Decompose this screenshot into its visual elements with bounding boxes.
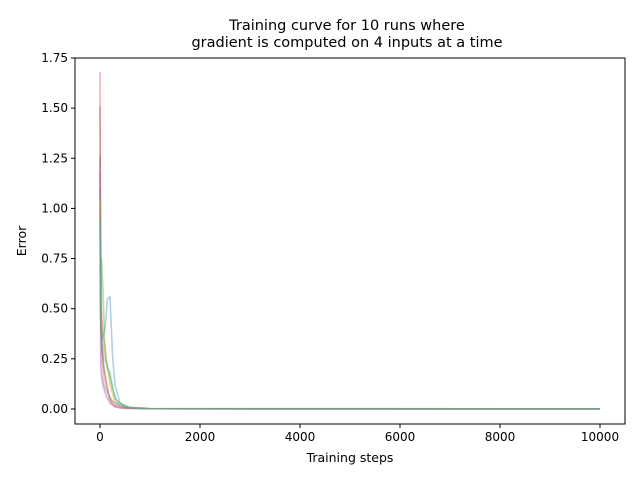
series-layer <box>99 72 601 410</box>
series-line-4 <box>99 72 601 410</box>
y-tick-label: 0.50 <box>41 302 68 316</box>
series-line-7 <box>99 168 601 410</box>
x-axis-ticks: 0 2000 4000 6000 8000 10000 <box>96 424 619 444</box>
y-tick-label: 0.25 <box>41 352 68 366</box>
series-line-3 <box>99 208 601 410</box>
series-line-8 <box>99 188 601 410</box>
series-line-9 <box>99 198 601 410</box>
x-axis-label: Training steps <box>306 450 394 465</box>
y-tick-label: 1.75 <box>41 51 68 65</box>
y-axis-label: Error <box>14 225 29 256</box>
x-tick-label: 0 <box>96 430 104 444</box>
series-line-5 <box>99 158 601 410</box>
y-axis-ticks: 0.00 0.25 0.50 0.75 1.00 1.25 1.50 1.75 <box>41 51 75 416</box>
y-tick-label: 0.00 <box>41 402 68 416</box>
series-line-1 <box>99 172 601 410</box>
series-line-10 <box>99 218 601 410</box>
series-line-6 <box>99 106 601 410</box>
chart-title-line-2: gradient is computed on 4 inputs at a ti… <box>191 35 502 51</box>
x-tick-label: 2000 <box>185 430 216 444</box>
series-line-2 <box>99 154 601 410</box>
chart-title-line-1: Training curve for 10 runs where <box>228 18 465 34</box>
y-tick-label: 1.25 <box>41 151 68 165</box>
x-tick-label: 6000 <box>385 430 416 444</box>
y-tick-label: 1.00 <box>41 201 68 215</box>
y-tick-label: 1.50 <box>41 101 68 115</box>
plot-frame <box>74 57 626 425</box>
x-tick-label: 10000 <box>581 430 619 444</box>
y-tick-label: 0.75 <box>41 252 68 266</box>
x-tick-label: 8000 <box>485 430 516 444</box>
x-tick-label: 4000 <box>285 430 316 444</box>
